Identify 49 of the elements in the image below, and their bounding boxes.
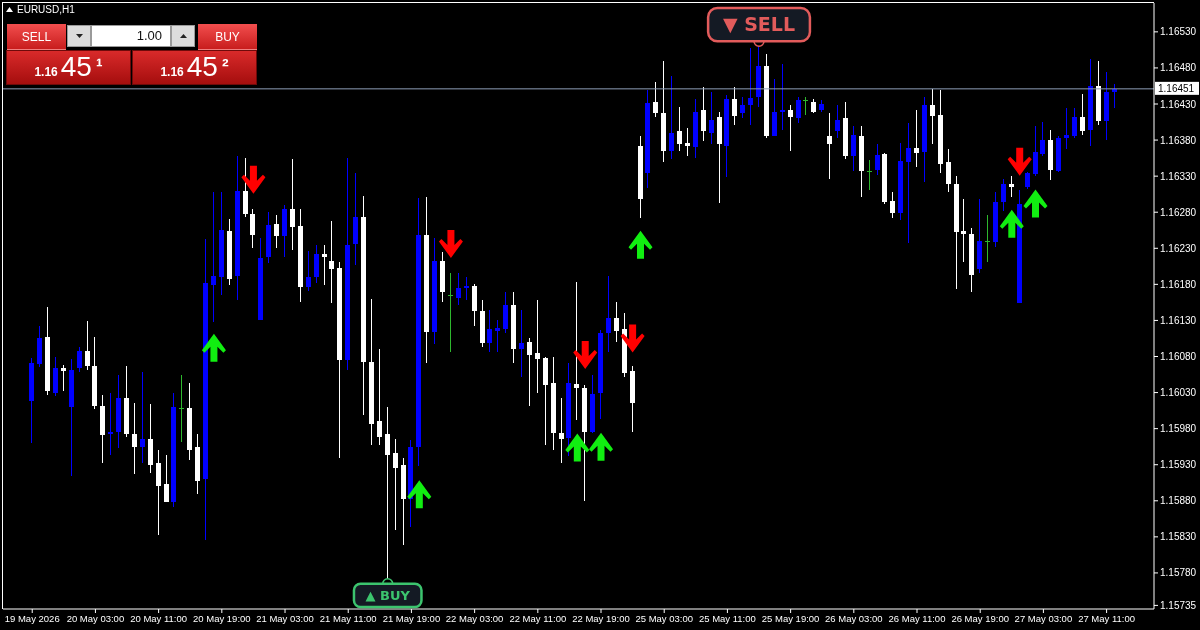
y-tick-label: 1.16330 [1160,170,1197,182]
y-tick-label: 1.16130 [1160,314,1197,326]
x-tick-label: 21 May 11:00 [319,612,377,624]
x-tick-label: 26 May 11:00 [888,612,946,624]
y-tick-label: 1.16430 [1160,98,1197,110]
x-tick-label: 27 May 11:00 [1078,612,1136,624]
y-tick-label: 1.15830 [1160,531,1197,543]
x-tick-label: 20 May 11:00 [130,612,188,624]
x-tick-label: 27 May 03:00 [1014,612,1073,624]
x-tick-label: 19 May 2026 [4,612,60,624]
annotation: SELL [21,29,52,44]
y-tick-label: 1.15980 [1160,423,1197,435]
y-tick-label: 1.16480 [1160,62,1197,74]
y-tick-label: 1.16230 [1160,242,1197,254]
annotation: ▲ BUY [365,588,411,604]
y-tick-label: 1.15880 [1160,495,1197,507]
x-tick-label: 21 May 03:00 [256,612,314,624]
y-tick-label: 1.15780 [1160,567,1197,579]
x-tick-label: 20 May 03:00 [66,612,125,624]
x-tick-label: 22 May 03:00 [445,612,504,624]
y-tick-label: 1.16280 [1160,206,1197,218]
x-tick-label: 26 May 03:00 [825,612,883,624]
x-tick-label: 22 May 11:00 [509,612,567,624]
y-tick-label: 1.16530 [1160,26,1197,38]
sell-button: SELL [7,24,66,50]
annotation: 1.00 [136,28,162,43]
number-field: 1.00 [91,25,171,47]
y-tick-label: 1.16180 [1160,278,1197,290]
chart-title: EURUSD,H1 [17,4,75,15]
x-tick-label: 26 May 19:00 [951,612,1009,624]
annotation: 1.1645¹ [34,50,103,84]
y-tick-label: 1.16030 [1160,387,1197,399]
y-tick-label: 1.15930 [1160,459,1197,471]
y-tick-label: 1.15735 [1160,599,1197,611]
y-tick-label: 1.16080 [1160,351,1197,363]
annotation: 1.1645² [160,50,229,84]
annotation: ▼ SELL [722,13,796,36]
x-tick-label: 25 May 19:00 [761,612,820,624]
x-tick-label: 22 May 19:00 [572,612,630,624]
y-tick-label: 1.16380 [1160,134,1197,146]
buy-button: BUY [198,24,257,50]
price-button: 1.1645¹ [6,50,131,85]
x-tick-label: 20 May 19:00 [193,612,251,624]
x-tick-label: 25 May 03:00 [635,612,693,624]
annotation: BUY [215,29,240,44]
x-tick-label: 21 May 19:00 [382,612,441,624]
price-button: 1.1645² [132,50,257,85]
ref-line-label: 1.16451 [1158,83,1195,95]
x-tick-label: 25 May 11:00 [698,612,756,624]
